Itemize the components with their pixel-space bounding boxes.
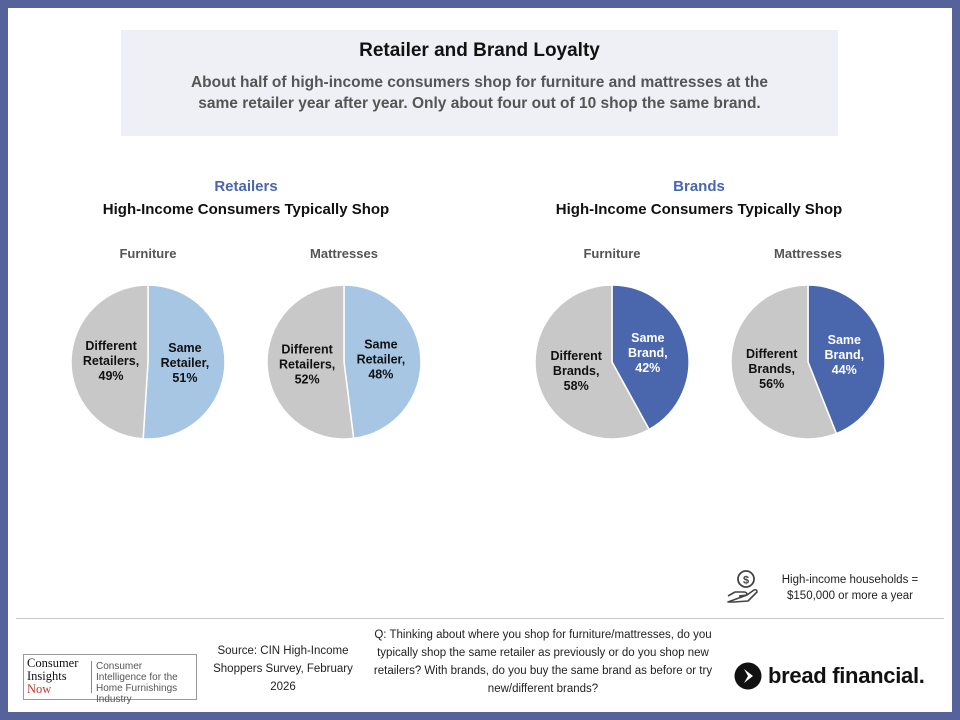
pie-label-line: Different [746, 347, 798, 361]
page-title: Retailer and Brand Loyalty [359, 40, 600, 61]
pie-chart-brands-furniture: Furniture Same Brand, 42% Different Brands, 5… [512, 246, 712, 446]
pie-svg: Same Brand, 42% Different Brands, 58% [534, 284, 690, 440]
chart-title: Mattresses [774, 246, 842, 261]
section-subtitle-retailers: High-Income Consumers Typically Shop [102, 201, 390, 218]
pie-slice-same [807, 284, 886, 435]
pie-slice-different [730, 284, 838, 440]
pie-slice-same [611, 284, 690, 431]
section-title-brands: Brands [673, 178, 725, 195]
pie-label-different: Different Brands, 56% [746, 347, 798, 391]
cin-logo: Consumer Insights Now Consumer Intellige… [23, 654, 197, 705]
bread-logo-icon [734, 662, 762, 690]
chart-title: Furniture [119, 246, 177, 261]
bread-financial-logo: bread financial. [734, 662, 934, 692]
pie-label-line: Brand, [825, 348, 865, 362]
income-note-line2: $150,000 or more a year [787, 590, 913, 602]
pie-label-line: 52% [295, 372, 320, 386]
pie-chart-retailers-furniture: Furniture Same Retailer, 51% Different Retai… [48, 246, 248, 446]
svg-text:$: $ [743, 575, 749, 587]
chart-title: Furniture [583, 246, 641, 261]
pie-label-different: Different Brands, 58% [550, 349, 602, 393]
header-box: Retailer and Brand Loyalty About half of… [121, 30, 838, 136]
bread-logo-text: bread financial. [768, 663, 925, 688]
footer-divider [16, 618, 944, 619]
pie-slice-same [343, 284, 422, 440]
pie-label-line: 51% [172, 371, 197, 385]
pie-label-same: Same Retailer, 51% [161, 341, 210, 385]
pie-label-line: 48% [368, 368, 393, 382]
pie-label-line: Same [168, 341, 201, 355]
pie-label-line: Different [550, 349, 602, 363]
income-note: $ High-income households = $150,000 or m… [726, 570, 946, 610]
section-subtitle-brands: High-Income Consumers Typically Shop [555, 201, 843, 218]
pie-svg: Same Retailer, 48% Different Retailers, 52% [266, 284, 422, 440]
pie-label-line: Same [828, 333, 861, 347]
pie-label-line: Same [364, 338, 397, 352]
pie-slice-different [266, 284, 355, 440]
section-brands: Brands High-Income Consumers Typically S… [509, 178, 889, 218]
section-retailers: Retailers High-Income Consumers Typicall… [56, 178, 436, 218]
pie-label-line: Brands, [553, 364, 600, 378]
cin-logo-line3: Now [27, 682, 52, 696]
pie-label-line: Retailers, [279, 357, 335, 371]
cin-logo-tagline: Consumer Intelligence for the Home Furni… [96, 661, 178, 705]
pie-label-different: Different Retailers, 49% [83, 339, 139, 383]
survey-question: Q: Thinking about where you shop for fur… [373, 629, 713, 695]
slide: Retailer and Brand Loyalty About half of… [8, 8, 952, 712]
pie-label-line: Different [281, 342, 333, 356]
pie-label-line: Same [631, 331, 664, 345]
pie-label-line: Retailer, [357, 353, 406, 367]
pie-label-line: Brands, [748, 362, 795, 376]
pie-label-line: Retailers, [83, 354, 139, 368]
cin-logo-divider [91, 661, 92, 693]
pie-label-line: 49% [99, 369, 124, 383]
pie-svg: Same Brand, 44% Different Brands, 56% [730, 284, 886, 440]
pie-label-different: Different Retailers, 52% [279, 342, 335, 386]
pie-label-line: 58% [564, 379, 589, 393]
pie-slice-same [142, 284, 226, 440]
pie-label-same: Same Retailer, 48% [357, 338, 406, 382]
pie-slice-different [70, 284, 149, 440]
pie-label-line: 42% [635, 361, 660, 375]
pie-label-line: 56% [759, 377, 784, 391]
pie-label-same: Same Brand, 44% [825, 333, 865, 377]
money-hand-icon: $ [727, 570, 758, 603]
pie-chart-brands-mattresses: Mattresses Same Brand, 44% Different Brands,… [708, 246, 908, 446]
income-note-text: High-income households = $150,000 or mor… [760, 572, 940, 604]
page-subtitle: About half of high-income consumers shop… [190, 74, 768, 112]
pie-label-line: Brand, [628, 346, 668, 360]
cin-logo-wordmark: Consumer Insights Now [27, 657, 91, 696]
pie-label-line: Retailer, [161, 356, 210, 370]
cin-logo-line1: Consumer [27, 656, 79, 670]
cin-logo-line2: Insights [27, 669, 67, 683]
income-note-line1: High-income households = [781, 574, 919, 586]
pie-label-line: 44% [832, 363, 857, 377]
pie-svg: Same Retailer, 51% Different Retailers, 49% [70, 284, 226, 440]
pie-slice-different [534, 284, 651, 440]
pie-label-same: Same Brand, 42% [628, 331, 668, 375]
chart-title: Mattresses [310, 246, 378, 261]
section-title-retailers: Retailers [214, 178, 278, 195]
pie-label-line: Different [85, 339, 137, 353]
source-note: Source: CIN High-Income Shoppers Survey,… [213, 645, 353, 693]
pie-chart-retailers-mattresses: Mattresses Same Retailer, 48% Different Reta… [244, 246, 444, 446]
